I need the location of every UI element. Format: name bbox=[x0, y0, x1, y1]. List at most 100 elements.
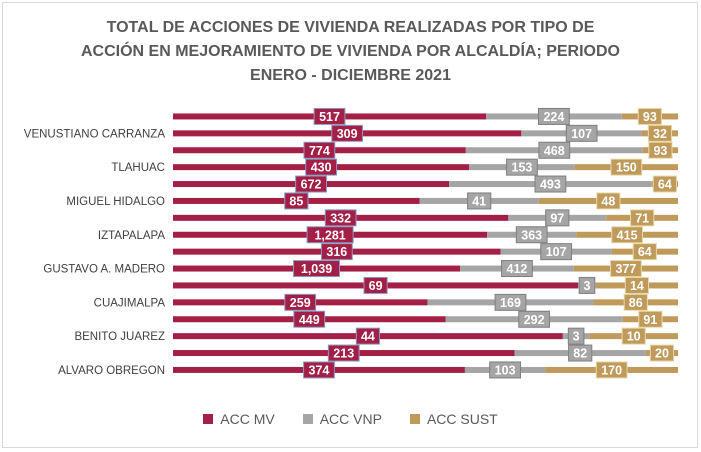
data-label-acc-vnp-11: 169 bbox=[494, 293, 527, 311]
data-label-acc-mv-7: 1,281 bbox=[306, 226, 354, 244]
svg-text:97: 97 bbox=[550, 211, 564, 225]
data-label-acc-vnp-3: 153 bbox=[506, 158, 538, 176]
data-label-acc-mv-13: 44 bbox=[355, 327, 381, 345]
legend-item-acc-vnp: ACC VNP bbox=[302, 411, 382, 427]
svg-text:153: 153 bbox=[512, 161, 533, 175]
legend-label-acc-sust: ACC SUST bbox=[426, 411, 498, 427]
data-label-acc-vnp-1: 107 bbox=[565, 124, 598, 142]
data-label-acc-mv-4: 672 bbox=[295, 175, 327, 193]
svg-text:316: 316 bbox=[326, 245, 347, 259]
svg-text:71: 71 bbox=[635, 211, 649, 225]
chart-title: TOTAL DE ACCIONES DE VIVIENDA REALIZADAS… bbox=[0, 16, 701, 88]
data-label-acc-sust-4: 64 bbox=[652, 175, 677, 193]
svg-text:374: 374 bbox=[309, 363, 330, 377]
data-label-acc-vnp-8: 107 bbox=[540, 243, 573, 261]
data-label-acc-mv-15: 374 bbox=[303, 361, 335, 379]
svg-text:774: 774 bbox=[309, 144, 330, 158]
svg-text:3: 3 bbox=[584, 279, 591, 293]
legend-swatch-acc-mv bbox=[203, 414, 214, 424]
data-label-acc-vnp-13: 3 bbox=[567, 327, 585, 345]
svg-text:517: 517 bbox=[319, 110, 340, 124]
svg-text:14: 14 bbox=[630, 279, 644, 293]
svg-text:64: 64 bbox=[658, 178, 672, 192]
data-label-acc-sust-2: 93 bbox=[648, 141, 673, 159]
svg-text:412: 412 bbox=[507, 262, 528, 276]
svg-text:93: 93 bbox=[653, 144, 667, 158]
data-label-acc-vnp-9: 412 bbox=[501, 260, 533, 278]
data-label-acc-sust-8: 64 bbox=[632, 243, 657, 261]
data-label-acc-mv-0: 517 bbox=[313, 107, 346, 125]
svg-text:309: 309 bbox=[337, 127, 358, 141]
svg-text:69: 69 bbox=[369, 279, 383, 293]
legend-swatch-acc-vnp bbox=[302, 414, 313, 424]
legend-label-acc-mv: ACC MV bbox=[220, 411, 275, 427]
svg-text:150: 150 bbox=[616, 161, 637, 175]
data-label-acc-mv-11: 259 bbox=[284, 293, 317, 311]
data-label-acc-sust-12: 91 bbox=[638, 310, 663, 328]
svg-text:224: 224 bbox=[543, 110, 564, 124]
legend-label-acc-vnp: ACC VNP bbox=[319, 411, 382, 427]
data-label-acc-sust-0: 93 bbox=[637, 107, 662, 125]
title-line-1: TOTAL DE ACCIONES DE VIVIENDA REALIZADAS… bbox=[106, 19, 595, 36]
data-label-acc-vnp-14: 82 bbox=[568, 344, 593, 362]
data-label-acc-mv-1: 309 bbox=[331, 124, 364, 142]
svg-text:213: 213 bbox=[333, 347, 354, 361]
legend-item-acc-sust: ACC SUST bbox=[409, 411, 498, 427]
data-label-acc-sust-6: 71 bbox=[630, 209, 655, 227]
svg-text:1,039: 1,039 bbox=[301, 262, 332, 276]
svg-text:449: 449 bbox=[299, 313, 320, 327]
data-label-acc-mv-2: 774 bbox=[303, 141, 336, 159]
svg-text:10: 10 bbox=[627, 330, 641, 344]
data-label-acc-sust-9: 377 bbox=[610, 260, 642, 278]
data-label-acc-mv-6: 332 bbox=[324, 209, 357, 227]
category-label-1: VENUSTIANO CARRANZA bbox=[24, 128, 166, 140]
svg-text:64: 64 bbox=[638, 245, 652, 259]
data-label-acc-vnp-7: 363 bbox=[515, 226, 548, 244]
svg-text:363: 363 bbox=[521, 228, 542, 242]
svg-text:93: 93 bbox=[643, 110, 657, 124]
svg-text:468: 468 bbox=[544, 144, 565, 158]
data-label-acc-vnp-4: 493 bbox=[534, 175, 567, 193]
category-label-9: GUSTAVO A. MADERO bbox=[43, 264, 165, 276]
data-label-acc-mv-10: 69 bbox=[363, 276, 388, 294]
title-line-3: ENERO - DICIEMBRE 2021 bbox=[250, 67, 451, 84]
category-label-3: TLAHUAC bbox=[111, 162, 165, 174]
data-label-acc-mv-14: 213 bbox=[327, 344, 360, 362]
data-label-acc-sust-3: 150 bbox=[610, 158, 643, 176]
svg-text:86: 86 bbox=[629, 296, 643, 310]
svg-text:415: 415 bbox=[617, 228, 638, 242]
data-label-acc-vnp-10: 3 bbox=[578, 276, 596, 294]
data-label-acc-mv-12: 449 bbox=[293, 310, 326, 328]
legend-item-acc-mv: ACC MV bbox=[203, 411, 275, 427]
data-label-acc-sust-14: 20 bbox=[649, 344, 675, 362]
legend: ACC MV ACC VNP ACC SUST bbox=[0, 411, 701, 427]
data-label-acc-sust-10: 14 bbox=[624, 276, 649, 294]
data-label-acc-mv-5: 85 bbox=[284, 192, 309, 210]
svg-text:44: 44 bbox=[361, 330, 375, 344]
svg-text:169: 169 bbox=[500, 296, 521, 310]
svg-text:3: 3 bbox=[573, 330, 580, 344]
data-label-acc-vnp-0: 224 bbox=[537, 107, 570, 125]
svg-text:259: 259 bbox=[290, 296, 311, 310]
svg-text:107: 107 bbox=[571, 127, 592, 141]
svg-text:48: 48 bbox=[601, 194, 615, 208]
data-label-acc-sust-5: 48 bbox=[596, 192, 621, 210]
svg-text:103: 103 bbox=[495, 363, 516, 377]
svg-text:332: 332 bbox=[330, 211, 351, 225]
data-label-acc-vnp-6: 97 bbox=[545, 209, 570, 227]
svg-text:20: 20 bbox=[655, 347, 669, 361]
title-line-2: ACCIÓN EN MEJORAMIENTO DE VIVIENDA POR A… bbox=[81, 43, 620, 60]
data-label-acc-sust-7: 415 bbox=[611, 226, 644, 244]
data-label-acc-vnp-5: 41 bbox=[467, 192, 492, 210]
data-label-acc-mv-3: 430 bbox=[305, 158, 338, 176]
data-label-acc-sust-11: 86 bbox=[623, 293, 648, 311]
svg-text:292: 292 bbox=[524, 313, 545, 327]
category-label-7: IZTAPALAPA bbox=[98, 230, 165, 242]
svg-text:91: 91 bbox=[643, 313, 657, 327]
category-label-13: BENITO JUAREZ bbox=[74, 331, 165, 343]
svg-text:107: 107 bbox=[546, 245, 567, 259]
data-label-acc-vnp-12: 292 bbox=[518, 310, 551, 328]
svg-text:430: 430 bbox=[311, 161, 332, 175]
category-label-5: MIGUEL HIDALGO bbox=[66, 196, 165, 208]
